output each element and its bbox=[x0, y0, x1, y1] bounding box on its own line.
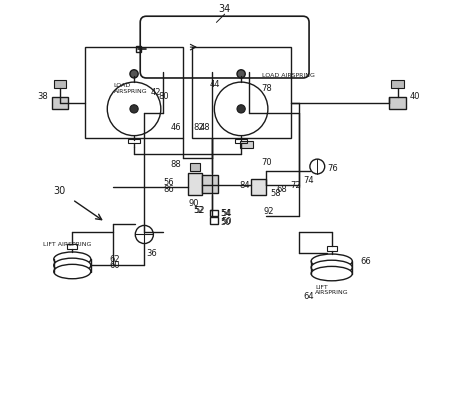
Text: 60: 60 bbox=[109, 261, 120, 270]
Bar bbox=[392, 80, 404, 88]
Bar bbox=[202, 175, 219, 193]
Ellipse shape bbox=[311, 266, 352, 281]
Bar bbox=[251, 179, 266, 195]
Bar bbox=[188, 173, 202, 195]
Text: 36: 36 bbox=[146, 249, 157, 258]
Bar bbox=[191, 47, 291, 138]
Bar bbox=[128, 139, 140, 143]
Text: 68: 68 bbox=[276, 185, 287, 194]
Bar bbox=[327, 246, 337, 251]
Text: 62: 62 bbox=[109, 255, 120, 264]
Text: 76: 76 bbox=[328, 164, 338, 173]
Text: 56: 56 bbox=[164, 178, 174, 188]
Ellipse shape bbox=[54, 258, 91, 273]
Bar bbox=[85, 47, 183, 138]
Text: 34: 34 bbox=[219, 4, 231, 14]
Bar bbox=[190, 163, 200, 171]
Text: 52: 52 bbox=[193, 206, 204, 215]
Text: 92: 92 bbox=[264, 208, 274, 216]
Text: 48: 48 bbox=[200, 123, 210, 132]
Bar bbox=[210, 217, 219, 224]
Text: 52: 52 bbox=[194, 206, 205, 215]
Circle shape bbox=[130, 105, 138, 113]
Ellipse shape bbox=[311, 260, 352, 275]
Text: LIFT AIRSPRING: LIFT AIRSPRING bbox=[44, 242, 92, 247]
Text: 80: 80 bbox=[159, 92, 169, 101]
Bar bbox=[389, 97, 406, 109]
Text: 66: 66 bbox=[361, 257, 371, 266]
Text: 84: 84 bbox=[239, 181, 250, 190]
Text: 70: 70 bbox=[262, 158, 273, 167]
Text: LOAD
AIRSPRING: LOAD AIRSPRING bbox=[113, 83, 147, 94]
Text: 54: 54 bbox=[221, 210, 232, 218]
Text: 88: 88 bbox=[171, 160, 182, 169]
Circle shape bbox=[130, 70, 138, 78]
Text: 82: 82 bbox=[194, 123, 204, 132]
Circle shape bbox=[237, 70, 245, 78]
Text: 64: 64 bbox=[303, 292, 313, 301]
Ellipse shape bbox=[54, 252, 91, 266]
Bar bbox=[240, 141, 253, 148]
Circle shape bbox=[237, 105, 245, 113]
Text: 46: 46 bbox=[171, 123, 182, 132]
FancyBboxPatch shape bbox=[140, 16, 309, 78]
Text: 42: 42 bbox=[151, 88, 161, 97]
Ellipse shape bbox=[311, 254, 352, 269]
Text: 50: 50 bbox=[222, 217, 232, 226]
Bar bbox=[67, 244, 77, 249]
Text: 74: 74 bbox=[303, 176, 313, 186]
Text: 58: 58 bbox=[270, 189, 281, 198]
Text: LOAD AIRSPRING: LOAD AIRSPRING bbox=[262, 73, 315, 78]
Bar bbox=[136, 46, 141, 52]
Bar bbox=[210, 210, 218, 216]
Text: 54: 54 bbox=[220, 209, 231, 217]
Text: 44: 44 bbox=[210, 80, 220, 89]
Bar bbox=[52, 97, 68, 109]
Text: 72: 72 bbox=[291, 181, 301, 190]
Text: LIFT
AIRSPRING: LIFT AIRSPRING bbox=[315, 285, 349, 295]
Text: 90: 90 bbox=[189, 200, 199, 208]
Text: 50: 50 bbox=[220, 217, 231, 227]
Bar bbox=[236, 139, 247, 143]
Text: 40: 40 bbox=[410, 92, 420, 101]
Text: 86: 86 bbox=[164, 185, 174, 194]
Text: 38: 38 bbox=[37, 92, 47, 101]
Text: 78: 78 bbox=[262, 84, 273, 93]
Ellipse shape bbox=[54, 264, 91, 279]
Text: 30: 30 bbox=[54, 186, 66, 196]
Bar bbox=[54, 80, 66, 88]
